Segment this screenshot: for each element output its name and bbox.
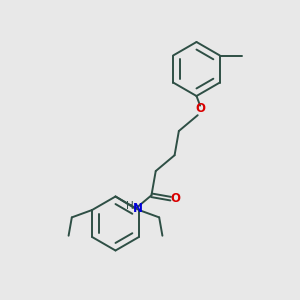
Text: H: H (126, 201, 134, 211)
Text: O: O (170, 192, 180, 205)
Text: N: N (133, 202, 143, 214)
Text: O: O (195, 102, 205, 115)
